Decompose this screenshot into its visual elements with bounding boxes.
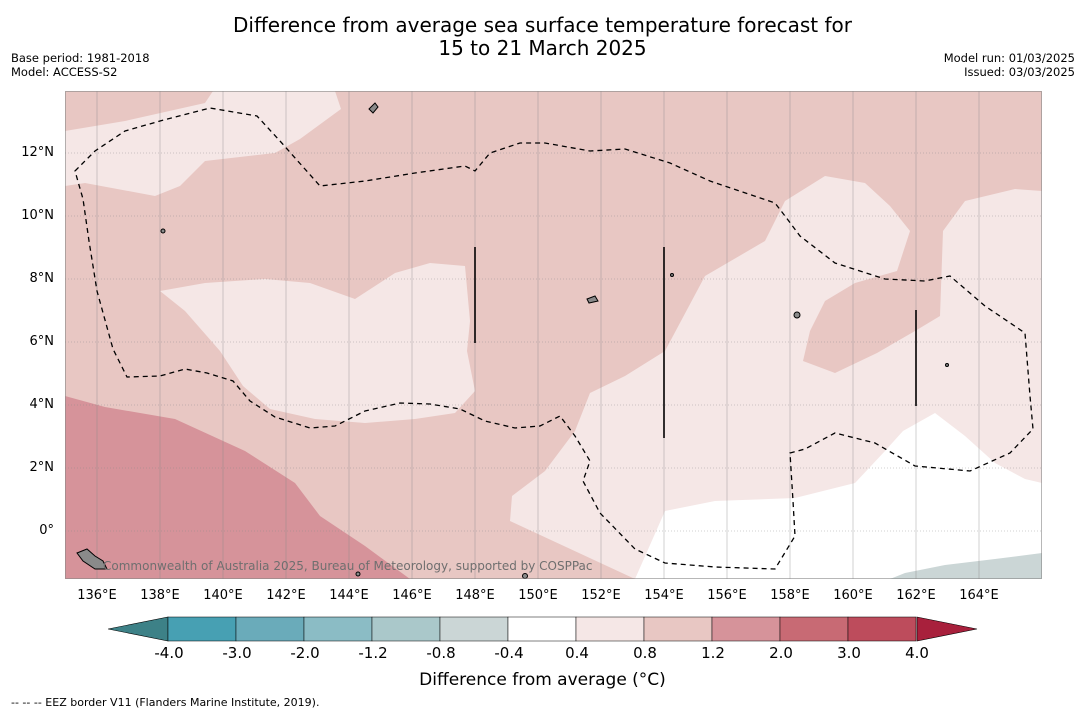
eez-border [74,107,1034,570]
lon-label-144e: 144°E [329,588,369,603]
lat-label-8n: 8°N [29,271,55,286]
colorbar-graphic [107,616,978,642]
cb-tick-11: 4.0 [905,644,929,662]
eez-legend-note: -- -- -- EEZ border V11 (Flanders Marine… [11,696,320,709]
title-line-2: 15 to 21 March 2025 [438,36,647,60]
anomaly-region-warm-southwest [65,396,410,579]
cb-tick-9: 2.0 [769,644,793,662]
cb-tick-5: -0.4 [494,644,524,662]
map-frame [65,91,1042,579]
anomaly-region-light-northwest [65,91,341,196]
colorbar-over-arrow [916,616,978,642]
lat-label-4n: 4°N [29,397,55,412]
model-info: Base period: 1981-2018 Model: ACCESS-S2 [11,51,150,79]
lon-label-152e: 152°E [581,588,621,603]
colorbar-segment [507,616,577,642]
colorbar-segment [643,616,713,642]
cb-tick-1: -3.0 [222,644,252,662]
lon-label-154e: 154°E [644,588,684,603]
model-name: Model: ACCESS-S2 [11,65,118,79]
lon-label-136e: 136°E [77,588,117,603]
lon-label-160e: 160°E [833,588,873,603]
lon-label-164e: 164°E [959,588,999,603]
lon-label-162e: 162°E [896,588,936,603]
colorbar-segment [371,616,441,642]
model-run-date: Model run: 01/03/2025 [943,51,1075,65]
lon-label-150e: 150°E [518,588,558,603]
cb-tick-6: 0.4 [565,644,589,662]
map-panel [65,91,1042,579]
lon-label-156e: 156°E [707,588,747,603]
graticule [65,152,1042,532]
lon-label-158e: 158°E [770,588,810,603]
colorbar-segment [779,616,849,642]
lat-label-12n: 12°N [21,145,54,160]
colorbar-segment [235,616,305,642]
lat-label-0: 0° [39,523,54,538]
colorbar-under-arrow [107,616,169,642]
cb-tick-8: 1.2 [701,644,725,662]
base-period: Base period: 1981-2018 [11,51,150,65]
cb-tick-0: -4.0 [154,644,184,662]
lon-label-146e: 146°E [392,588,432,603]
colorbar-segments [167,616,917,642]
cb-tick-4: -0.8 [426,644,456,662]
colorbar-segment [439,616,509,642]
anomaly-region-neutral [635,413,1042,579]
lat-label-10n: 10°N [21,208,54,223]
islands [76,102,949,579]
map-title: Difference from average sea surface temp… [0,14,1085,60]
track-lines [474,247,917,438]
colorbar-segment [575,616,645,642]
anomaly-region-light-central [160,263,475,423]
colorbar-title: Difference from average (°C) [419,670,666,690]
run-info: Model run: 01/03/2025 Issued: 03/03/2025 [944,51,1075,79]
issued-date: Issued: 03/03/2025 [964,65,1075,79]
cb-tick-3: -1.2 [358,644,388,662]
cb-tick-7: 0.8 [633,644,657,662]
credit-text: Commonwealth of Australia 2025, Bureau o… [103,559,593,573]
colorbar-segment [303,616,373,642]
anomaly-region-cool [890,553,1042,579]
lat-label-6n: 6°N [29,334,55,349]
title-line-1: Difference from average sea surface temp… [232,13,852,37]
anomaly-map [65,91,1042,579]
lon-label-148e: 148°E [455,588,495,603]
colorbar-segment [167,616,237,642]
lat-label-2n: 2°N [29,460,55,475]
colorbar-segment [847,616,917,642]
lon-label-138e: 138°E [140,588,180,603]
lon-label-142e: 142°E [266,588,306,603]
colorbar-segment [711,616,781,642]
cb-tick-10: 3.0 [837,644,861,662]
colorbar [107,616,978,646]
lon-label-140e: 140°E [203,588,243,603]
cb-tick-2: -2.0 [290,644,320,662]
